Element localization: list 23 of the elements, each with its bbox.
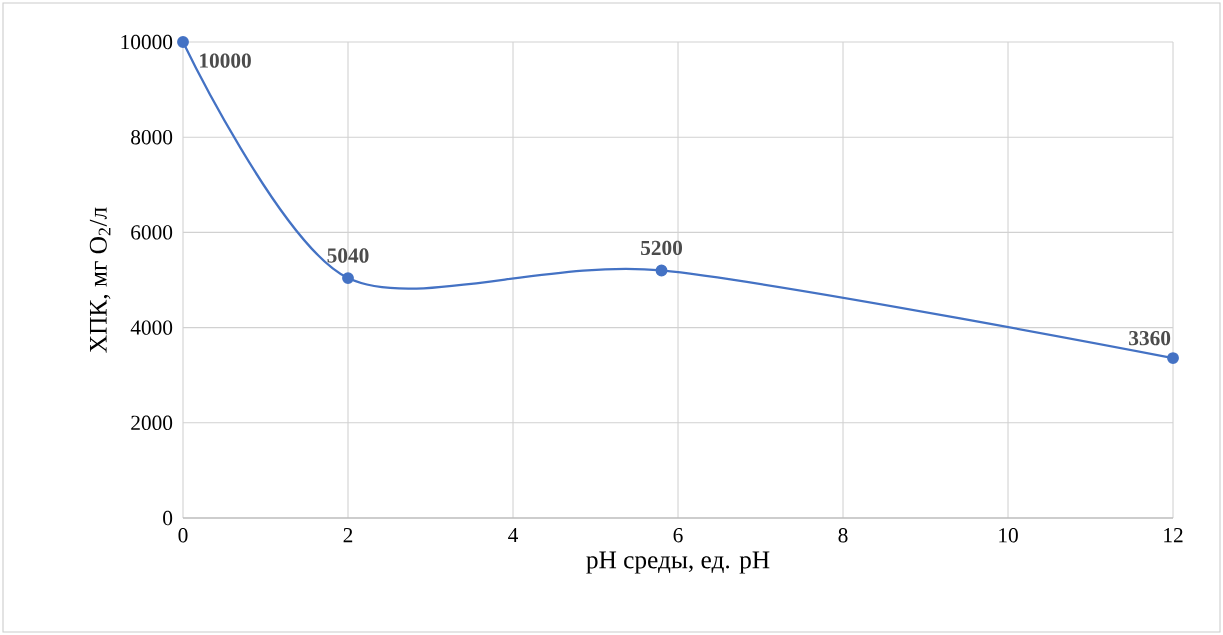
x-tick-label: 12	[1164, 528, 1183, 543]
point	[177, 36, 189, 48]
data-label: 5040	[327, 248, 369, 263]
x-tick-label: 0	[178, 528, 188, 543]
data-label: 10000	[200, 53, 251, 68]
data-label: 5200	[641, 240, 683, 256]
y-tick-label: 0	[163, 510, 173, 526]
y-tick-label: 2000	[131, 415, 173, 430]
y-tick-label: 6000	[131, 225, 173, 240]
point	[342, 272, 354, 285]
point	[1167, 352, 1179, 364]
y-tick-label: 10000	[121, 34, 173, 50]
y-axis-title: ХПК, мг O$_{2}$/л	[89, 207, 111, 353]
x-tick-label: 6	[673, 528, 683, 543]
point	[655, 264, 668, 277]
y-tick-label: 4000	[130, 320, 173, 335]
y-tick-label: 8000	[131, 130, 173, 145]
data-label: 3360	[1129, 330, 1171, 346]
x-tick-label: 4	[508, 528, 518, 543]
x-tick-label: 2	[343, 528, 353, 543]
x-axis-title: pH среды, ед. pH	[586, 551, 770, 574]
x-tick-label: 8	[838, 528, 848, 543]
x-tick-label: 10	[999, 528, 1018, 543]
